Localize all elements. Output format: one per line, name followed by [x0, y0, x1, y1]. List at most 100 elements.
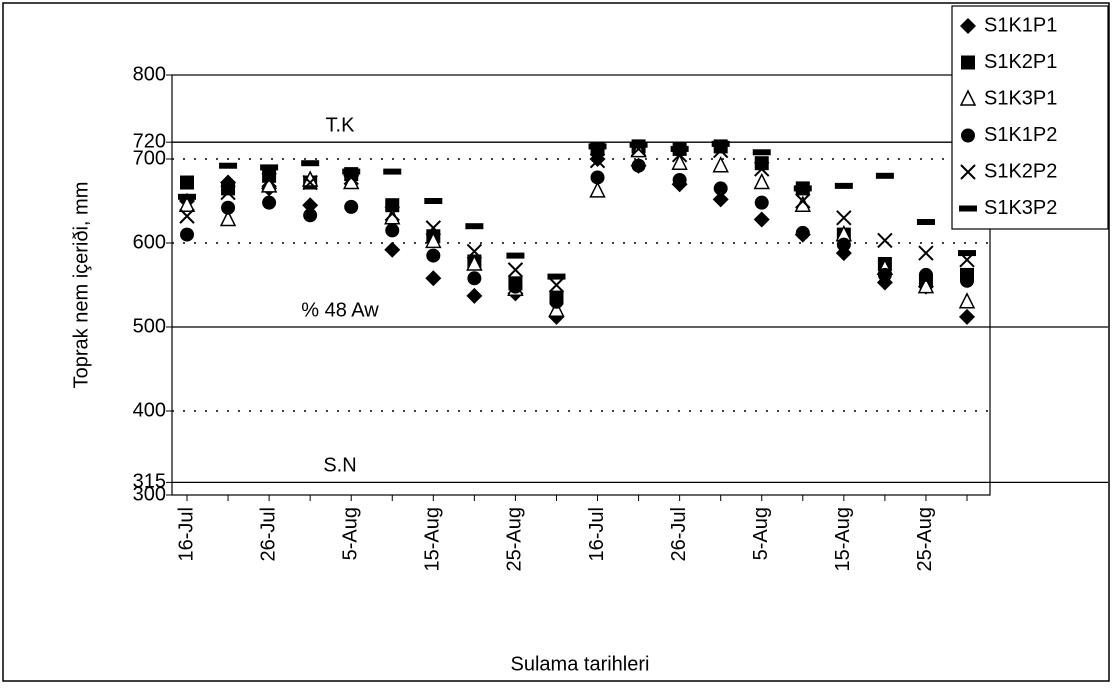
marker	[465, 223, 484, 230]
legend-marker	[959, 89, 977, 106]
y-tick-label: 800	[133, 63, 166, 85]
marker	[960, 273, 974, 288]
y-tick-label: 700	[133, 147, 166, 169]
legend-marker	[960, 18, 976, 34]
marker	[260, 164, 279, 171]
x-tick-label: 15-Aug	[832, 507, 854, 572]
marker	[549, 294, 564, 309]
marker	[753, 172, 770, 190]
marker	[589, 181, 606, 198]
legend-label: S1K2P1	[984, 51, 1057, 73]
marker	[918, 267, 933, 282]
marker	[262, 168, 277, 183]
marker	[220, 184, 236, 201]
marker	[424, 198, 443, 204]
marker	[713, 181, 728, 196]
x-tick-label: 15-Aug	[422, 507, 444, 572]
x-tick-label: 16-Jul	[586, 507, 608, 561]
marker	[712, 191, 729, 208]
marker	[836, 237, 851, 252]
y-tick-label: 720	[133, 130, 166, 152]
reference-label: T.K	[326, 114, 356, 136]
marker	[754, 195, 769, 210]
marker	[712, 156, 729, 173]
marker	[672, 173, 687, 187]
marker	[794, 195, 812, 212]
marker	[507, 262, 524, 278]
marker	[384, 205, 400, 222]
marker	[959, 308, 975, 325]
legend-box	[951, 5, 1109, 230]
x-tick-label: 16-Jul	[175, 507, 197, 561]
x-axis-label: Sulama tarihleri	[511, 653, 650, 675]
legend-marker	[961, 128, 975, 143]
legend-marker	[960, 164, 976, 180]
marker	[589, 152, 606, 169]
marker	[385, 223, 400, 238]
legend-label: S1K3P2	[984, 197, 1057, 219]
marker	[178, 195, 196, 212]
marker	[466, 254, 483, 271]
legend-label: S1K2P2	[984, 160, 1057, 182]
marker	[466, 287, 483, 304]
marker	[671, 153, 688, 170]
marker	[342, 168, 361, 175]
y-tick-label: 300	[133, 483, 166, 505]
marker	[302, 197, 319, 214]
x-tick-label: 26-Jul	[668, 507, 690, 561]
marker	[958, 292, 976, 309]
marker	[383, 168, 402, 175]
y-tick-label: 400	[133, 399, 166, 421]
marker	[425, 270, 442, 287]
marker	[179, 208, 195, 224]
x-tick-label: 5-Aug	[339, 507, 361, 560]
marker	[467, 271, 482, 286]
marker	[262, 195, 277, 210]
marker	[344, 199, 359, 214]
marker	[466, 243, 483, 260]
marker	[754, 161, 770, 177]
marker	[877, 232, 893, 249]
marker	[877, 267, 892, 282]
marker	[221, 181, 236, 196]
marker	[219, 209, 237, 227]
marker	[631, 158, 646, 173]
legend-label: S1K1P1	[984, 14, 1057, 36]
y-tick-label: 600	[133, 231, 166, 253]
marker	[590, 170, 605, 185]
reference-label: % 48 Aw	[301, 299, 379, 321]
marker	[795, 193, 811, 209]
x-tick-label: 26-Jul	[257, 507, 279, 561]
legend-item: S1K3P2	[959, 197, 1057, 219]
y-tick-label: 315	[133, 471, 166, 493]
legend-item: S1K2P1	[961, 51, 1057, 73]
marker	[958, 250, 976, 257]
marker	[629, 141, 648, 148]
marker	[303, 208, 318, 223]
marker	[875, 172, 894, 179]
marker	[180, 175, 194, 190]
marker	[753, 211, 770, 228]
marker	[219, 162, 238, 169]
marker	[916, 219, 935, 225]
marker	[221, 200, 236, 215]
outer-frame	[2, 2, 1110, 682]
marker	[426, 248, 441, 263]
marker	[425, 220, 442, 236]
x-tick-label: 5-Aug	[750, 507, 772, 560]
marker	[180, 227, 194, 242]
reference-label: S.N	[323, 455, 356, 477]
marker	[547, 273, 566, 280]
marker	[917, 277, 935, 294]
marker	[508, 279, 523, 294]
legend-marker	[959, 205, 977, 212]
marker	[795, 225, 810, 240]
marker	[834, 182, 853, 189]
marker	[670, 145, 689, 152]
plot-frame	[171, 74, 991, 496]
marker	[506, 252, 525, 259]
marker	[711, 140, 730, 147]
marker	[793, 185, 812, 192]
